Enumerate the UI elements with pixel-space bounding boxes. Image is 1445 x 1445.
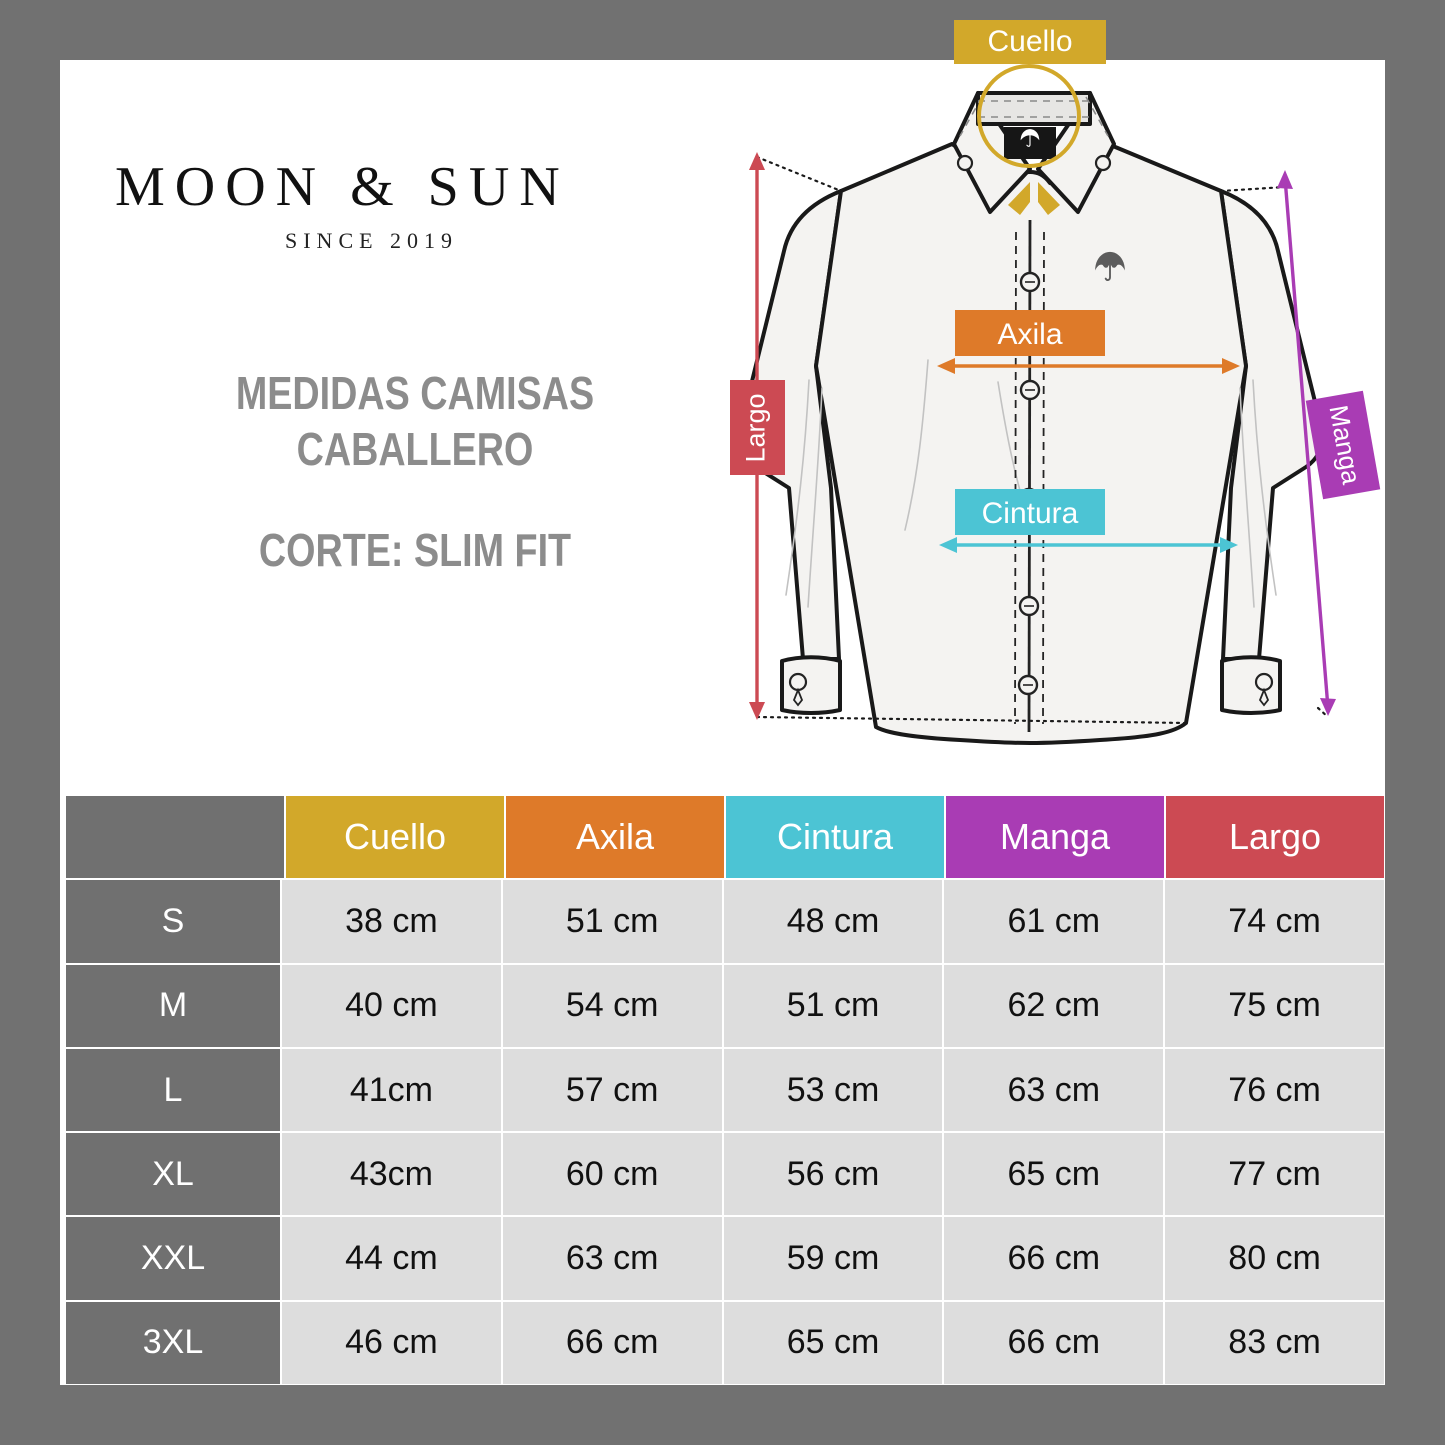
- svg-text:Cintura: Cintura: [982, 497, 1079, 530]
- svg-text:Axila: Axila: [997, 318, 1062, 351]
- svg-text:Largo: Largo: [741, 393, 771, 462]
